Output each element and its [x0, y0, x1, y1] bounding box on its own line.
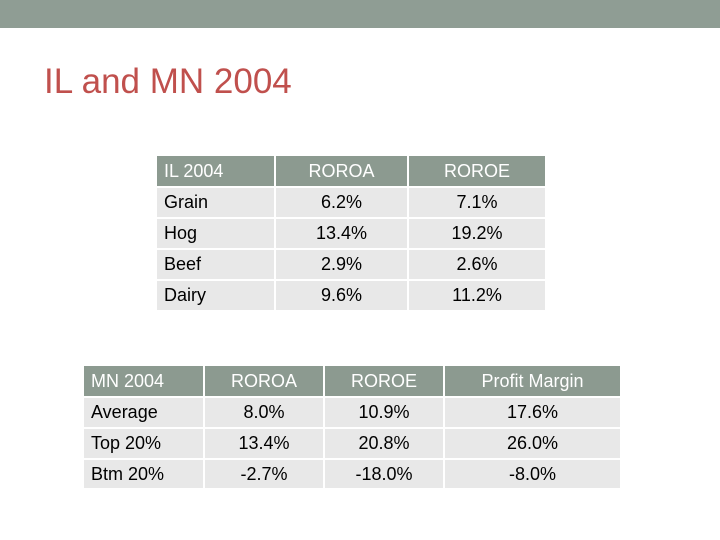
row-label: Hog	[157, 218, 276, 250]
row-label: Btm 20%	[84, 459, 205, 488]
table-cell: 20.8%	[324, 428, 445, 460]
table-cell: 13.4%	[275, 218, 409, 250]
mn-2004-table: MN 2004 ROROA ROROE Profit Margin Averag…	[84, 366, 620, 488]
row-label: Dairy	[157, 280, 276, 312]
table-header-row: IL 2004 ROROA ROROE	[157, 156, 545, 188]
table-cell: -18.0%	[324, 459, 445, 488]
table-cell: 26.0%	[444, 428, 620, 460]
table-cell: 9.6%	[275, 280, 409, 312]
table-cell: -2.7%	[204, 459, 325, 488]
table-row: Dairy 9.6% 11.2%	[157, 280, 545, 312]
table-row: Btm 20% -2.7% -18.0% -8.0%	[84, 459, 620, 488]
row-label: Top 20%	[84, 428, 205, 460]
table-cell: 7.1%	[408, 187, 545, 219]
table-cell: 10.9%	[324, 397, 445, 429]
row-label: Average	[84, 397, 205, 429]
table-cell: -8.0%	[444, 459, 620, 488]
header-cell: ROROA	[204, 366, 325, 398]
table-row: Hog 13.4% 19.2%	[157, 218, 545, 250]
table-cell: 11.2%	[408, 280, 545, 312]
table-cell: 17.6%	[444, 397, 620, 429]
header-cell: MN 2004	[84, 366, 205, 398]
table-cell: 6.2%	[275, 187, 409, 219]
table-row: Average 8.0% 10.9% 17.6%	[84, 397, 620, 429]
table-row: Grain 6.2% 7.1%	[157, 187, 545, 219]
row-label: Beef	[157, 249, 276, 281]
table-cell: 19.2%	[408, 218, 545, 250]
table-header-row: MN 2004 ROROA ROROE Profit Margin	[84, 366, 620, 398]
table-row: Beef 2.9% 2.6%	[157, 249, 545, 281]
il-2004-table: IL 2004 ROROA ROROE Grain 6.2% 7.1% Hog …	[157, 156, 545, 312]
header-cell: IL 2004	[157, 156, 276, 188]
header-cell: Profit Margin	[444, 366, 620, 398]
header-cell: ROROE	[324, 366, 445, 398]
table-cell: 13.4%	[204, 428, 325, 460]
header-cell: ROROE	[408, 156, 545, 188]
table-row: Top 20% 13.4% 20.8% 26.0%	[84, 428, 620, 460]
slide-title: IL and MN 2004	[44, 62, 292, 101]
header-cell: ROROA	[275, 156, 409, 188]
row-label: Grain	[157, 187, 276, 219]
table-cell: 8.0%	[204, 397, 325, 429]
table-cell: 2.9%	[275, 249, 409, 281]
top-accent-bar	[0, 0, 720, 28]
table-cell: 2.6%	[408, 249, 545, 281]
